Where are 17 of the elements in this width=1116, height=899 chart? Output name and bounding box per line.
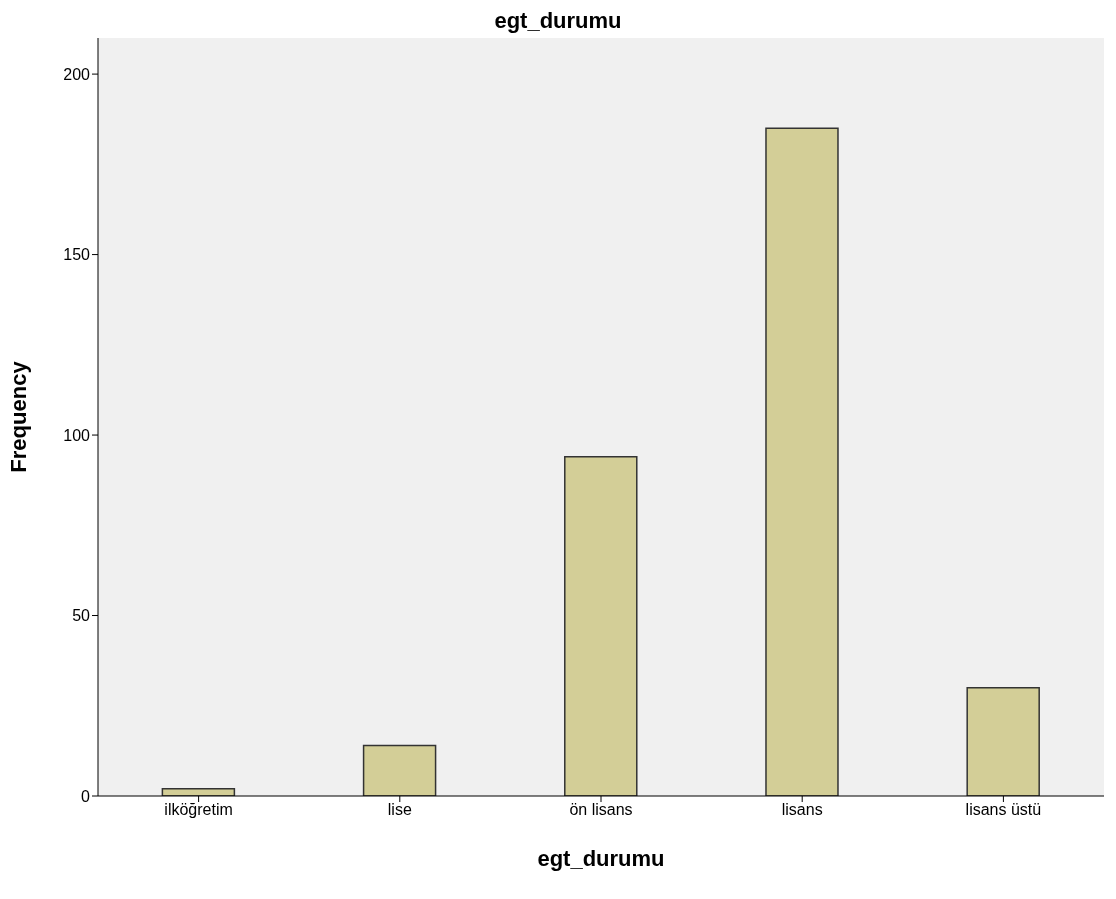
chart-title: egt_durumu (493, 8, 623, 35)
x-tick-label: lise (387, 801, 412, 819)
y-axis-title: Frequency (5, 360, 31, 473)
bar (966, 686, 1040, 796)
x-axis-title: egt_durumu (537, 846, 665, 871)
x-tick-label: ilköğretim (164, 801, 233, 819)
bar (362, 744, 437, 796)
bar (765, 127, 839, 796)
y-tick-label: 200 (63, 65, 91, 83)
y-tick-label: 100 (63, 426, 91, 444)
y-tick-label: 50 (72, 607, 91, 625)
y-tick-label: 0 (81, 787, 91, 805)
x-tick-label: lisans (781, 801, 823, 819)
x-tick-label: ön lisans (569, 801, 633, 819)
bar (564, 455, 638, 796)
y-tick-label: 150 (63, 246, 91, 264)
x-tick-label: lisans üstü (965, 801, 1042, 819)
